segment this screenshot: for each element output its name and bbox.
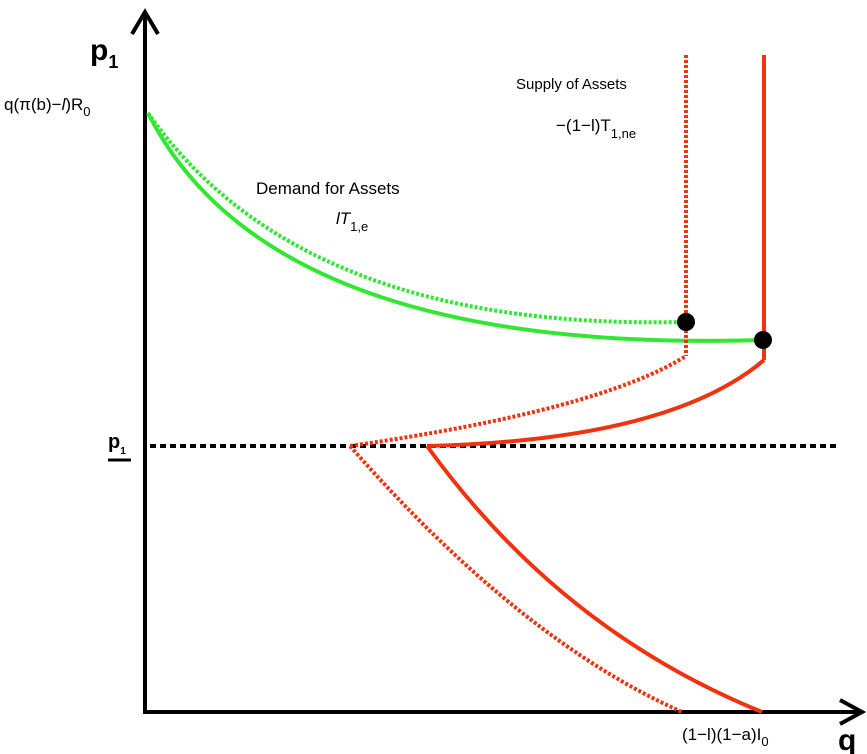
supply-formula: −(1−l)T1,ne	[556, 116, 636, 141]
supply-dotted-lower-branch	[348, 444, 683, 714]
floor-price-label: p1	[108, 431, 126, 457]
equilibrium-point-dotted	[677, 313, 695, 331]
y-axis-arrow-icon	[130, 8, 160, 36]
supply-dotted-upper-branch	[349, 354, 688, 448]
demand-curve-dotted	[146, 111, 681, 325]
y-axis-label: p1	[90, 34, 118, 72]
x-intercept-label: (1−l)(1−a)I0	[682, 725, 769, 749]
x-axis-label: q	[838, 724, 856, 754]
equilibrium-point-solid	[754, 331, 772, 349]
demand-formula: lT1,e	[336, 209, 368, 234]
top-price-label: q(π(b)−l)R0	[4, 95, 91, 119]
demand-title: Demand for Assets	[256, 179, 400, 198]
demand-curve-solid	[146, 112, 765, 343]
x-axis-arrow-icon	[839, 698, 867, 726]
supply-solid-upper-branch	[426, 358, 766, 448]
supply-title: Supply of Assets	[516, 76, 627, 93]
supply-solid-lower-branch	[425, 444, 763, 714]
